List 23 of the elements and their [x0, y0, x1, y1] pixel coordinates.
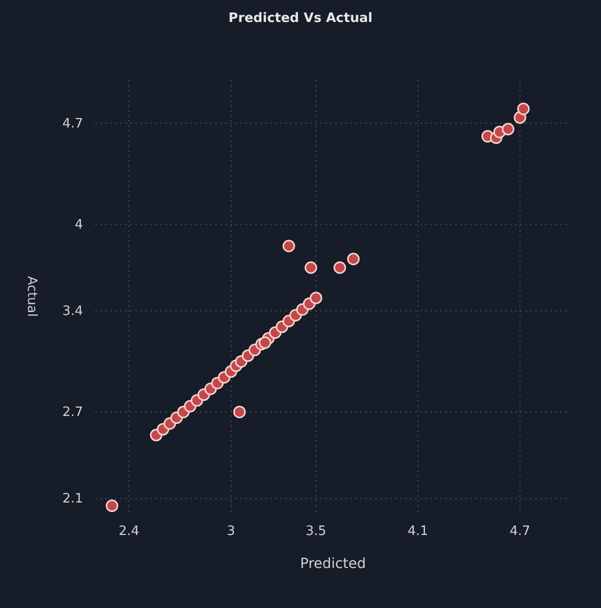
y-tick-label: 4.7 — [62, 116, 83, 132]
y-axis-title: Actual — [24, 276, 39, 317]
point — [502, 122, 514, 136]
y-tick-label: 3.4 — [62, 304, 83, 319]
point — [106, 500, 118, 512]
x-tick-label: 4.7 — [510, 524, 530, 539]
point — [258, 336, 272, 349]
point — [310, 292, 322, 304]
point — [304, 261, 318, 274]
y-tick-label: 2.1 — [62, 492, 83, 507]
y-tick-label: 4 — [74, 217, 83, 232]
y-tick-label: 2.7 — [62, 404, 83, 420]
chart-title: Predicted Vs Actual — [228, 11, 372, 26]
point — [517, 102, 530, 116]
point — [347, 252, 360, 266]
x-tick-label: 3 — [226, 524, 236, 539]
x-axis-title: Predicted — [300, 556, 366, 572]
point — [334, 261, 346, 274]
x-tick-label: 3.5 — [306, 524, 326, 539]
point — [233, 406, 246, 418]
x-tick-label: 4.1 — [408, 524, 428, 539]
point — [282, 240, 296, 252]
x-tick-label: 2.4 — [118, 524, 140, 539]
